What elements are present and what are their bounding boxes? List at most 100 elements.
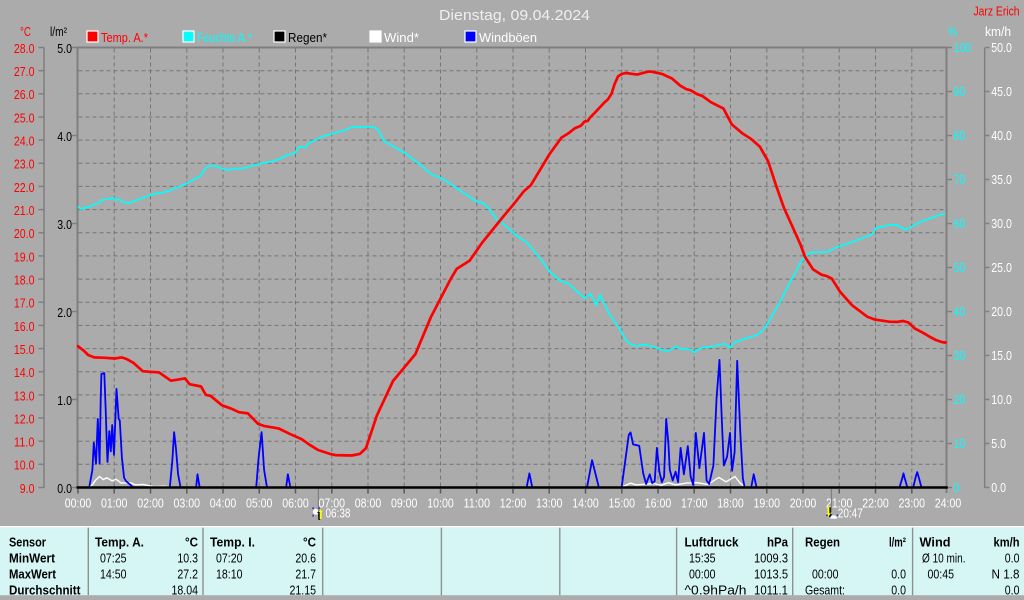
svg-text:17:00: 17:00 <box>681 495 708 510</box>
svg-text:1009.3: 1009.3 <box>754 551 788 566</box>
svg-text:14:00: 14:00 <box>572 495 599 510</box>
svg-text:20: 20 <box>954 392 966 407</box>
svg-text:00:00: 00:00 <box>689 567 716 582</box>
svg-text:Temp. A.*: Temp. A.* <box>101 30 148 45</box>
svg-text:10.3: 10.3 <box>177 551 198 566</box>
svg-text:06:00: 06:00 <box>282 495 309 510</box>
svg-text:°C: °C <box>20 24 31 39</box>
svg-text:03:00: 03:00 <box>174 495 201 510</box>
svg-text:19:00: 19:00 <box>754 495 781 510</box>
svg-text:1013.5: 1013.5 <box>754 567 788 582</box>
svg-text:Temp. A.: Temp. A. <box>95 535 144 550</box>
svg-text:5.0: 5.0 <box>57 41 72 56</box>
svg-text:hPa: hPa <box>767 535 789 550</box>
svg-text:Gesamt:: Gesamt: <box>805 583 845 598</box>
svg-text:14.0: 14.0 <box>14 365 35 380</box>
svg-text:09:00: 09:00 <box>391 495 418 510</box>
svg-text:21.15: 21.15 <box>290 583 317 598</box>
svg-text:1.0: 1.0 <box>57 393 72 408</box>
svg-text:00:00: 00:00 <box>812 567 839 582</box>
svg-text:18.04: 18.04 <box>172 583 199 598</box>
svg-text:90: 90 <box>954 84 966 99</box>
svg-text:^0.9hPa/h: ^0.9hPa/h <box>685 583 747 598</box>
svg-text:10:00: 10:00 <box>427 495 454 510</box>
svg-text:Sensor: Sensor <box>9 535 46 550</box>
svg-text:21.7: 21.7 <box>295 567 316 582</box>
svg-text:0.0: 0.0 <box>1005 583 1020 598</box>
svg-text:5.0: 5.0 <box>991 436 1006 451</box>
svg-text:0: 0 <box>954 480 960 495</box>
svg-text:20:00: 20:00 <box>790 495 817 510</box>
svg-text:30: 30 <box>954 348 966 363</box>
svg-text:0.0: 0.0 <box>1005 551 1020 566</box>
svg-text:02:00: 02:00 <box>137 495 164 510</box>
svg-text:30.0: 30.0 <box>991 216 1012 231</box>
svg-text:23:00: 23:00 <box>899 495 926 510</box>
svg-text:0.0: 0.0 <box>891 583 906 598</box>
svg-text:00:45: 00:45 <box>928 567 955 582</box>
svg-text:15:00: 15:00 <box>609 495 636 510</box>
svg-text:l/m²: l/m² <box>50 24 68 39</box>
svg-text:22.0: 22.0 <box>14 180 35 195</box>
svg-text:Regen*: Regen* <box>288 30 327 45</box>
svg-text:10.0: 10.0 <box>991 392 1012 407</box>
svg-text:20:47: 20:47 <box>838 505 863 520</box>
svg-text:15.0: 15.0 <box>14 342 35 357</box>
svg-text:00:00: 00:00 <box>65 495 92 510</box>
svg-text:16:00: 16:00 <box>645 495 672 510</box>
svg-text:0.0: 0.0 <box>57 481 72 496</box>
svg-text:MaxWert: MaxWert <box>9 567 57 582</box>
svg-text:1011.1: 1011.1 <box>754 583 788 598</box>
svg-text:80: 80 <box>954 128 966 143</box>
svg-text:4.0: 4.0 <box>57 129 72 144</box>
svg-text:25.0: 25.0 <box>991 260 1012 275</box>
svg-text:45.0: 45.0 <box>991 84 1012 99</box>
svg-text:0.0: 0.0 <box>891 567 906 582</box>
svg-text:18.0: 18.0 <box>14 273 35 288</box>
svg-text:11.0: 11.0 <box>14 435 35 450</box>
svg-text:9.0: 9.0 <box>20 481 35 496</box>
svg-text:16.0: 16.0 <box>14 319 35 334</box>
svg-text:27.0: 27.0 <box>14 64 35 79</box>
svg-text:50: 50 <box>954 260 966 275</box>
svg-text:l/m²: l/m² <box>889 535 906 550</box>
svg-text:22:00: 22:00 <box>862 495 889 510</box>
svg-text:13:00: 13:00 <box>536 495 563 510</box>
svg-text:Wind*: Wind* <box>384 30 419 45</box>
svg-text:Windböen: Windböen <box>479 30 537 45</box>
svg-text:21.0: 21.0 <box>14 203 35 218</box>
svg-text:0.0: 0.0 <box>991 480 1006 495</box>
svg-text:12:00: 12:00 <box>500 495 527 510</box>
svg-text:km/h: km/h <box>985 24 1011 39</box>
svg-text:24:00: 24:00 <box>935 495 962 510</box>
svg-text:07:20: 07:20 <box>216 551 243 566</box>
svg-text:04:00: 04:00 <box>210 495 237 510</box>
svg-text:15.0: 15.0 <box>991 348 1012 363</box>
svg-text:25.0: 25.0 <box>14 110 35 125</box>
svg-text:Ø 10 min.: Ø 10 min. <box>922 551 966 566</box>
svg-text:70: 70 <box>954 172 966 187</box>
svg-text:°C: °C <box>303 535 317 550</box>
svg-text:19.0: 19.0 <box>14 249 35 264</box>
svg-text:°C: °C <box>185 535 199 550</box>
svg-text:05:00: 05:00 <box>246 495 273 510</box>
svg-text:Dienstag, 09.04.2024: Dienstag, 09.04.2024 <box>439 7 590 24</box>
svg-text:08:00: 08:00 <box>355 495 382 510</box>
svg-text:26.0: 26.0 <box>14 87 35 102</box>
svg-text:Durchschnitt: Durchschnitt <box>9 583 81 598</box>
svg-text:18:00: 18:00 <box>717 495 744 510</box>
svg-text:40.0: 40.0 <box>991 128 1012 143</box>
svg-text:20.0: 20.0 <box>991 304 1012 319</box>
svg-text:Regen: Regen <box>805 535 840 550</box>
svg-text:Luftdruck: Luftdruck <box>685 535 740 550</box>
svg-text:12.0: 12.0 <box>14 411 35 426</box>
svg-text:20.0: 20.0 <box>14 226 35 241</box>
svg-text:Wind: Wind <box>920 535 951 550</box>
svg-text:07:25: 07:25 <box>100 551 127 566</box>
svg-text:Feuchte A.*: Feuchte A.* <box>197 30 252 45</box>
svg-text:100: 100 <box>954 40 972 55</box>
svg-text:MinWert: MinWert <box>9 551 56 566</box>
svg-text:Temp. I.: Temp. I. <box>210 535 255 550</box>
svg-text:13.0: 13.0 <box>14 388 35 403</box>
svg-text:27.2: 27.2 <box>177 567 198 582</box>
